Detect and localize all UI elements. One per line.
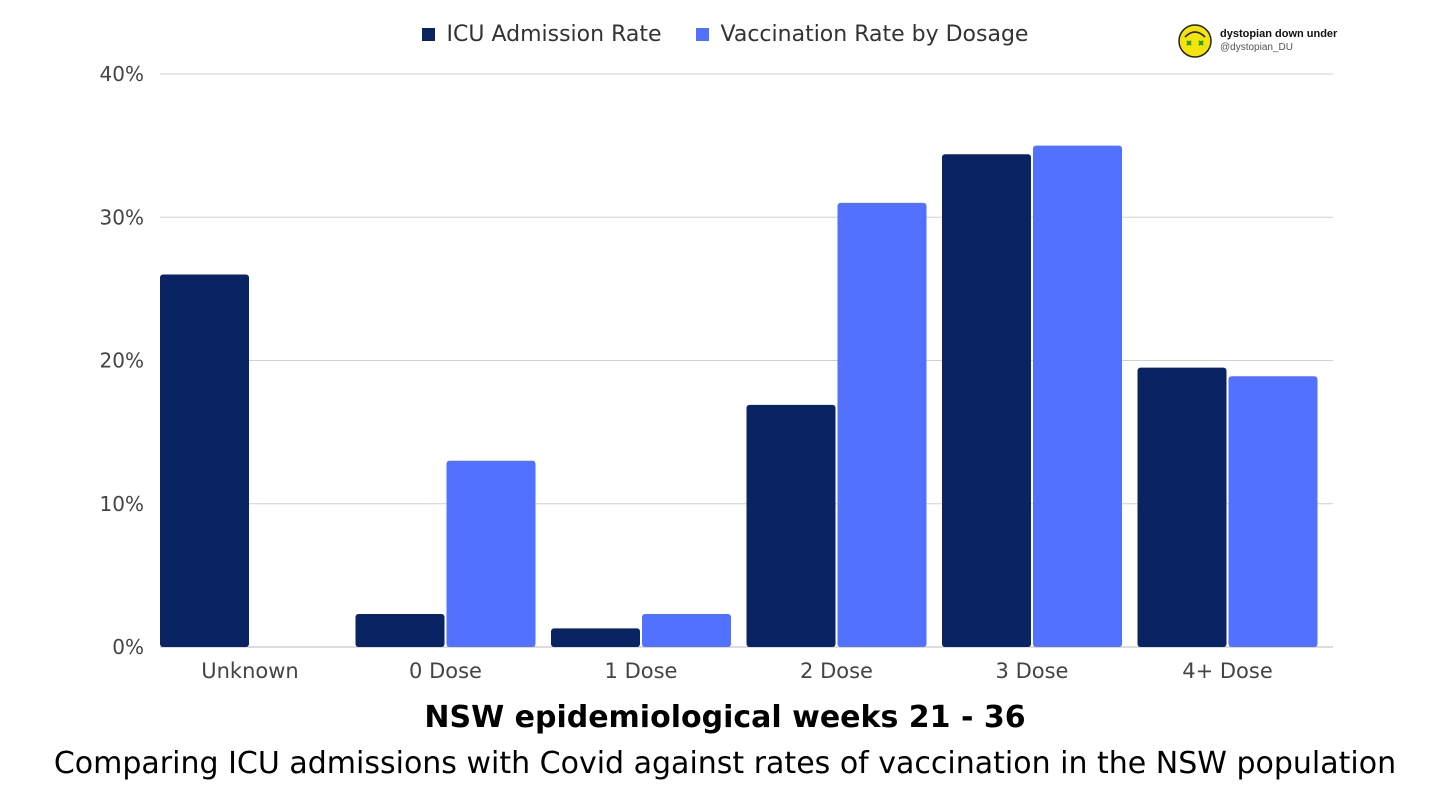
brand-handle: @dystopian_DU [1220,42,1293,53]
legend-swatch-vaccination [695,28,709,41]
bar-vaccination [1228,376,1318,647]
bar-icu [746,404,836,647]
chart-legend: ICU Admission Rate Vaccination Rate by D… [0,22,1450,47]
chart-subtitle: Comparing ICU admissions with Covid agai… [53,746,1397,781]
y-tick-label: 40% [100,62,144,86]
x-tick-label: 0 Dose [409,659,482,683]
dizzy-face-logo-icon [1178,24,1212,58]
bar-icu [355,614,445,647]
y-tick-label: 10% [100,492,144,516]
bar-icu [160,274,249,647]
x-tick-label: 1 Dose [605,659,678,683]
y-tick-label: 0% [112,635,144,659]
x-tick-label: 2 Dose [800,659,873,683]
bar-icu [551,628,640,647]
brand-badge: dystopian down under @dystopian_DU [1178,24,1337,58]
brand-name: dystopian down under [1220,28,1338,40]
chart-title: NSW epidemiological weeks 21 - 36 [424,700,1026,735]
x-tick-label: 4+ Dose [1182,659,1273,683]
bar-icu [942,154,1031,647]
y-tick-label: 20% [100,349,144,373]
bar-vaccination [446,460,536,647]
x-tick-label: Unknown [201,659,298,683]
legend-item-vaccination: Vaccination Rate by Dosage [695,22,1029,47]
legend-item-icu: ICU Admission Rate [421,22,662,47]
y-tick-label: 30% [100,205,144,229]
bar-vaccination [1033,145,1122,647]
legend-label-icu: ICU Admission Rate [446,22,662,47]
x-tick-label: 3 Dose [996,659,1069,683]
bar-vaccination [642,614,731,647]
legend-swatch-icu [421,28,435,41]
bar-vaccination [837,202,927,648]
legend-label-vaccination: Vaccination Rate by Dosage [720,22,1029,47]
bar-icu [1137,367,1227,647]
